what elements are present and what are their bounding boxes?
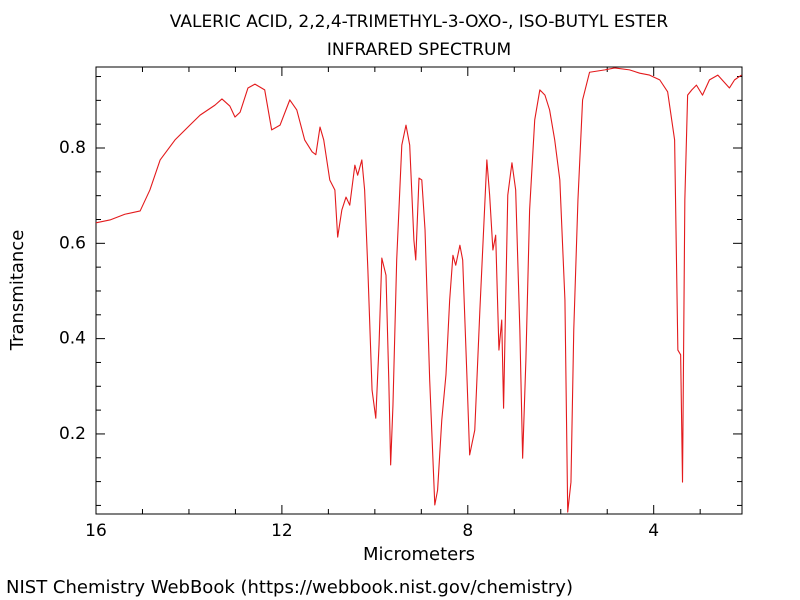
y-tick-label: 0.4 bbox=[59, 329, 86, 349]
x-tick-label: 16 bbox=[85, 521, 107, 541]
x-axis-label: Micrometers bbox=[363, 544, 475, 565]
plot-frame bbox=[95, 66, 743, 515]
x-tick-label: 8 bbox=[462, 521, 473, 541]
spectrum-line bbox=[95, 67, 742, 513]
chart-title: VALERIC ACID, 2,2,4-TRIMETHYL-3-OXO-, IS… bbox=[170, 12, 669, 32]
x-tick-label: 12 bbox=[271, 521, 293, 541]
y-tick-label: 0.6 bbox=[59, 233, 86, 253]
chart-subtitle: INFRARED SPECTRUM bbox=[327, 40, 511, 60]
x-tick-label: 4 bbox=[648, 521, 659, 541]
y-tick-label: 0.2 bbox=[59, 424, 86, 444]
y-tick-label: 0.8 bbox=[59, 138, 86, 158]
source-note: NIST Chemistry WebBook (https://webbook.… bbox=[6, 577, 573, 598]
y-axis-label: Transmitance bbox=[7, 230, 28, 352]
